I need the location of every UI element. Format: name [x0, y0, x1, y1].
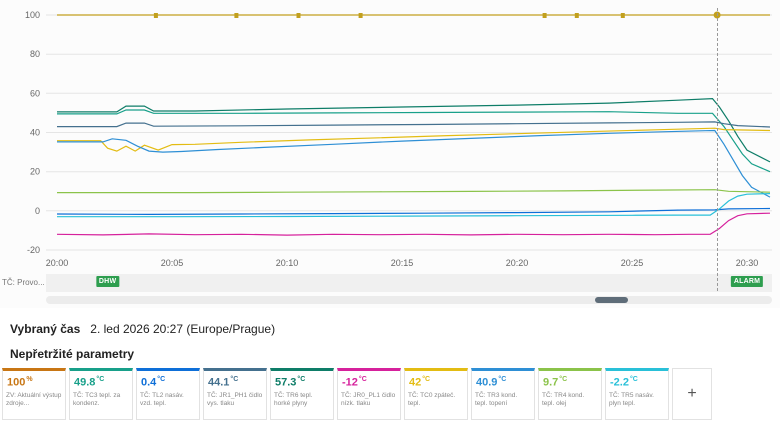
- parameter-description: TČ: TR6 tepl. horké plyny: [274, 391, 313, 408]
- line-chart[interactable]: 100 80 60 40 20 0 -20 20:00 20:05 20:10 20:15 20:20…: [0, 0, 780, 272]
- svg-text:20:10: 20:10: [276, 258, 299, 268]
- parameter-value: 42°C: [409, 376, 431, 389]
- svg-text:80: 80: [30, 49, 40, 59]
- parameter-description: TČ: JR0_PL1 čidlo nízk. tlaku: [341, 391, 396, 408]
- parameter-description: TČ: TR4 kond. tepl. olej: [542, 391, 585, 408]
- parameter-value: -2.2°C: [610, 376, 638, 389]
- parameter-card[interactable]: 42°C TČ: TC0 zpáteč. tepl.: [404, 368, 468, 420]
- svg-text:40: 40: [30, 128, 40, 138]
- parameter-unit: %: [26, 376, 33, 383]
- parameter-description: TČ: TR5 nasáv. plyn tepl.: [609, 391, 654, 408]
- parameter-value: 100%: [7, 376, 33, 389]
- parameter-value: 57.3°C: [275, 376, 306, 389]
- svg-text:20:30: 20:30: [736, 258, 759, 268]
- parameter-card[interactable]: 49.8°C TČ: TC3 tepl. za kondenz.: [69, 368, 133, 420]
- selected-time-label: Vybraný čas: [10, 322, 81, 336]
- svg-text:20:20: 20:20: [506, 258, 529, 268]
- svg-text:20:05: 20:05: [161, 258, 184, 268]
- parameter-unit: °C: [297, 376, 306, 383]
- parameter-unit: °C: [559, 376, 568, 383]
- parameter-value: 44.1°C: [208, 376, 239, 389]
- add-parameter-button[interactable]: +: [672, 368, 712, 420]
- parameter-unit: °C: [358, 376, 367, 383]
- parameter-value: 40.9°C: [476, 376, 507, 389]
- parameter-unit: °C: [230, 376, 239, 383]
- svg-text:20:15: 20:15: [391, 258, 414, 268]
- details-panel: Vybraný čas 2. led 2026 20:27 (Europe/Pr…: [0, 308, 780, 420]
- svg-text:20:25: 20:25: [621, 258, 644, 268]
- parameter-description: TČ: TC0 zpáteč. tepl.: [408, 391, 456, 408]
- parameter-card[interactable]: -2.2°C TČ: TR5 nasáv. plyn tepl.: [605, 368, 669, 420]
- svg-text:-20: -20: [27, 245, 40, 255]
- svg-text:100: 100: [25, 10, 40, 20]
- parameter-value: -12°C: [342, 376, 367, 389]
- parameter-card[interactable]: 40.9°C TČ: TR3 kond. tepl. topení: [471, 368, 535, 420]
- parameter-card[interactable]: 9.7°C TČ: TR4 kond. tepl. olej: [538, 368, 602, 420]
- parameter-card[interactable]: 100% ZV: Aktuální výstup zdroje...: [2, 368, 66, 420]
- event-row-label: TČ: Provo...: [2, 278, 45, 287]
- parameter-card[interactable]: 44.1°C TČ: JR1_PH1 čidlo vys. tlaku: [203, 368, 267, 420]
- parameter-value: 49.8°C: [74, 376, 105, 389]
- parameter-description: TČ: TL2 nasáv. vzd. tepl.: [140, 391, 184, 408]
- horizontal-scrollbar[interactable]: [46, 296, 772, 304]
- event-badge[interactable]: DHW: [95, 276, 120, 287]
- parameter-description: ZV: Aktuální výstup zdroje...: [6, 391, 62, 408]
- parameter-unit: °C: [498, 376, 507, 383]
- selected-time-row: Vybraný čas 2. led 2026 20:27 (Europe/Pr…: [0, 308, 780, 338]
- svg-text:20: 20: [30, 167, 40, 177]
- parameter-description: TČ: TR3 kond. tepl. topení: [475, 391, 518, 408]
- parameter-cards-row: 100% ZV: Aktuální výstup zdroje... 49.8°C T…: [0, 368, 780, 420]
- svg-text:20:00: 20:00: [46, 258, 69, 268]
- parameter-description: TČ: JR1_PH1 čidlo vys. tlaku: [207, 391, 263, 408]
- parameter-description: TČ: TC3 tepl. za kondenz.: [73, 391, 121, 408]
- parameter-card[interactable]: 57.3°C TČ: TR6 tepl. horké plyny: [270, 368, 334, 420]
- svg-text:0: 0: [35, 206, 40, 216]
- parameter-card[interactable]: -12°C TČ: JR0_PL1 čidlo nízk. tlaku: [337, 368, 401, 420]
- continuous-parameters-header: Nepřetržité parametry: [10, 347, 135, 361]
- parameter-unit: °C: [629, 376, 638, 383]
- selected-time-cursor: [717, 8, 719, 291]
- parameter-value: 9.7°C: [543, 376, 568, 389]
- svg-text:60: 60: [30, 88, 40, 98]
- scrollbar-thumb[interactable]: [595, 297, 628, 303]
- parameter-unit: °C: [96, 376, 105, 383]
- parameter-unit: °C: [422, 376, 431, 383]
- parameter-card[interactable]: 0.4°C TČ: TL2 nasáv. vzd. tepl.: [136, 368, 200, 420]
- event-badge[interactable]: ALARM: [730, 276, 764, 287]
- chart-panel: 100 80 60 40 20 0 -20 20:00 20:05 20:10 20:15 20:20…: [0, 0, 780, 304]
- selected-time-value: 2. led 2026 20:27 (Europe/Prague): [90, 322, 276, 336]
- event-row: TČ: Provo... DHW ALARM: [0, 274, 780, 292]
- event-track[interactable]: DHW ALARM: [46, 274, 772, 292]
- parameter-value: 0.4°C: [141, 376, 166, 389]
- parameter-unit: °C: [157, 376, 166, 383]
